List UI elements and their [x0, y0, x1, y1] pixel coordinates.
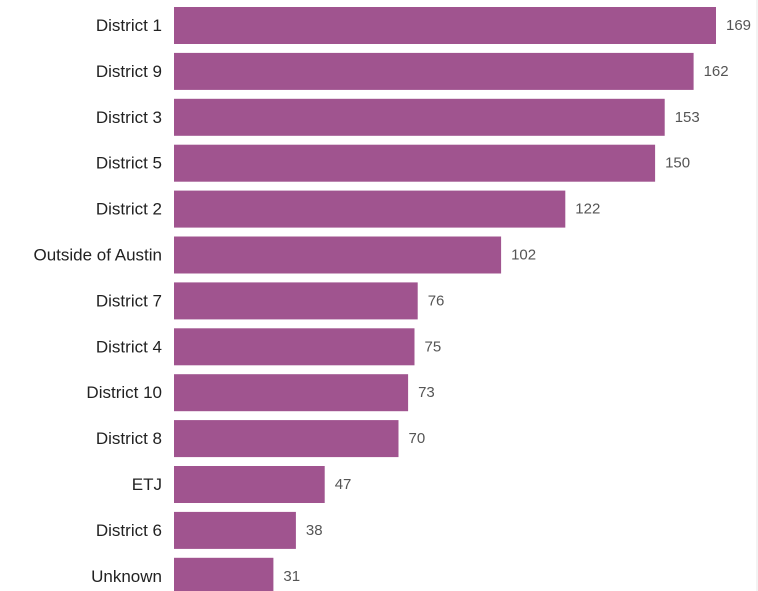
bar	[174, 328, 415, 366]
value-label: 75	[425, 338, 442, 355]
bar	[174, 511, 296, 549]
bar	[174, 144, 656, 182]
bar	[174, 190, 566, 228]
category-label: District 3	[96, 108, 162, 127]
bar	[174, 98, 665, 136]
bars-layer	[174, 7, 716, 591]
value-label: 102	[511, 247, 536, 264]
bar	[174, 7, 716, 44]
category-label: District 2	[96, 200, 162, 219]
category-labels: District 1 District 9 District 3 District 5…	[33, 16, 162, 586]
value-label: 73	[418, 384, 435, 401]
value-label: 150	[665, 155, 690, 172]
category-label: District 1	[96, 16, 162, 35]
bar	[174, 557, 274, 591]
category-label: District 8	[96, 429, 162, 448]
category-label: District 5	[96, 154, 162, 173]
category-label: District 4	[96, 337, 162, 356]
value-label: 70	[409, 430, 426, 447]
value-label: 122	[575, 201, 600, 218]
value-label: 31	[283, 568, 300, 585]
bar	[174, 420, 399, 458]
value-labels: 169 162 153 150 122 102 76 75 73 70 47 38 31	[283, 17, 751, 585]
value-label: 153	[675, 109, 700, 126]
category-label: ETJ	[132, 475, 162, 494]
value-label: 47	[335, 476, 352, 493]
value-label: 76	[428, 292, 445, 309]
right-edge-divider	[756, 0, 758, 591]
value-label: 38	[306, 522, 323, 539]
value-label: 162	[704, 63, 729, 80]
bar	[174, 52, 694, 90]
category-label: District 9	[96, 62, 162, 81]
category-label: Outside of Austin	[33, 246, 162, 265]
category-label: District 7	[96, 291, 162, 310]
bar	[174, 236, 502, 274]
category-label: District 6	[96, 521, 162, 540]
bar	[174, 374, 409, 412]
category-label: Unknown	[91, 567, 162, 586]
bar	[174, 466, 325, 503]
category-label: District 10	[86, 383, 162, 402]
value-label: 169	[726, 17, 751, 34]
bar	[174, 282, 418, 320]
